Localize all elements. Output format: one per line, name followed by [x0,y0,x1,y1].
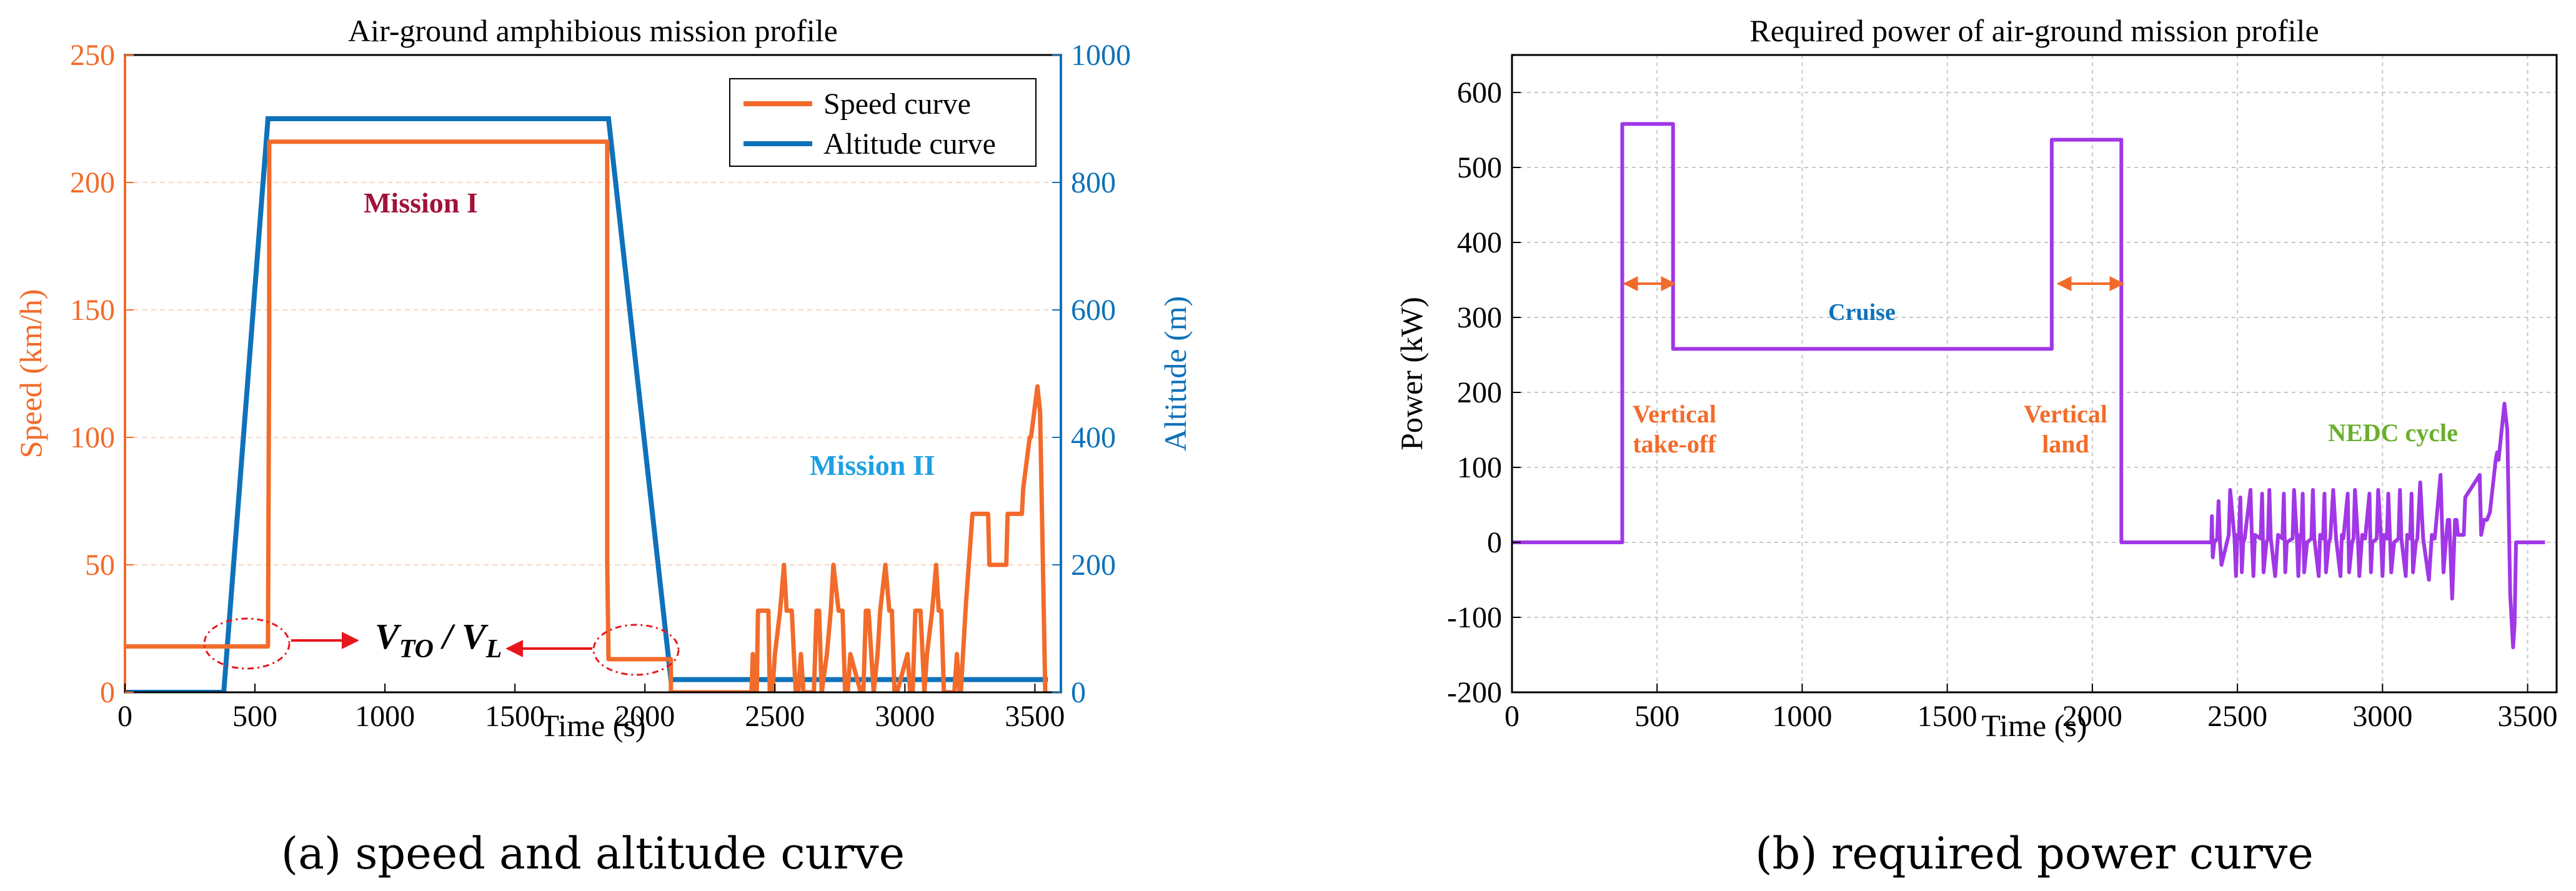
chart-a-series [125,116,1048,692]
chart-b-xtick-label: 500 [1634,700,1679,733]
nedc-label: NEDC cycle [2328,419,2458,447]
chart-b-ytick-label: 300 [1457,301,1502,334]
chart-a-xtick-label: 1500 [485,700,545,733]
vertical-takeoff-label-2: take-off [1633,430,1716,458]
chart-a-ylabel-right: Altitude (m) [1158,296,1193,452]
chart-b-xtick-label: 2500 [2207,700,2267,733]
chart-a-xtick-label: 3000 [875,700,935,733]
chart-a-ytick-left-label: 200 [70,166,115,199]
chart-b-ticks: 0 500 1000 1500 2000 2500 3000 3500 -200 -100 0 100… [1447,76,2558,733]
chart-b-ylabel: Power (kW) [1394,297,1429,450]
vertical-land-label-1: Vertical [2024,400,2107,428]
chart-b-series [1512,122,2546,649]
chart-a-ytick-right-label: 200 [1071,549,1116,582]
chart-a-caption-text: speed and altitude curve [341,828,905,879]
chart-b-caption: (b) required power curve [1755,828,2314,879]
power-curve-line [1512,122,2546,649]
chart-a-xtick-label: 0 [117,700,132,733]
chart-b-ytick-label: -100 [1447,601,1502,634]
chart-b-xtick-label: 2000 [2062,700,2122,733]
chart-b-ytick-label: 100 [1457,451,1502,484]
chart-a-ytick-right-label: 1000 [1071,39,1131,72]
chart-b-xtick-label: 1500 [1917,700,1977,733]
chart-a-legend: Speed curve Altitude curve [729,78,1037,167]
chart-a-ticks: 0 500 1000 1500 2000 2500 3000 3500050100150200… [70,39,1131,733]
chart-a-left-axis-colored [124,55,126,692]
mission-2-label: Mission II [810,449,935,481]
landing-speed-ellipse [592,624,680,676]
chart-b-caption-letter: (b) [1755,828,1817,879]
chart-a-ytick-left-label: 250 [70,39,115,72]
chart-a-ytick-right-label: 0 [1071,676,1086,709]
legend-altitude-label: Altitude curve [823,127,996,161]
chart-a-ytick-right-label: 400 [1071,421,1116,454]
chart-b-axes-box [1511,54,2558,694]
vto-sub: TO [399,635,434,664]
chart-b-xtick-label: 0 [1504,700,1519,733]
chart-b-ytick-label: 400 [1457,226,1502,259]
vto-slash: / [434,616,462,657]
chart-a-ylabel-left: Speed (km/h) [13,289,48,459]
chart-b-grid [1512,55,2557,692]
chart-a: 0 500 1000 1500 2000 2500 3000 3500050100150200… [13,13,1193,879]
legend-speed-label: Speed curve [823,87,971,121]
chart-b-xtick-label: 3000 [2352,700,2412,733]
mission-1-label: Mission I [364,187,478,219]
chart-b-ytick-label: 500 [1457,151,1502,184]
vto-vl-label: VTO / VL [375,616,502,664]
chart-a-caption: (a) speed and altitude curve [281,828,905,879]
chart-a-ytick-left-label: 150 [70,294,115,327]
vertical-takeoff-label-1: Vertical [1633,400,1716,428]
chart-b-ytick-label: 0 [1487,526,1502,559]
chart-a-ytick-left-label: 50 [85,549,115,582]
chart-a-ytick-right-label: 800 [1071,166,1116,199]
chart-b-ytick-label: -200 [1447,676,1502,709]
chart-a-xlabel: Time (s) [540,708,645,743]
chart-b: 0 500 1000 1500 2000 2500 3000 3500 -200 -100 0 100… [1394,13,2558,879]
vl-sub: L [485,635,502,664]
chart-a-xtick-label: 3500 [1005,700,1065,733]
takeoff-speed-ellipse [203,617,291,670]
chart-b-caption-text: required power curve [1818,828,2314,879]
chart-a-xtick-label: 500 [232,700,277,733]
chart-a-ytick-right-label: 600 [1071,294,1116,327]
chart-a-xtick-label: 2500 [745,700,805,733]
legend-box [729,78,1037,167]
chart-a-title: Air-ground amphibious mission profile [348,13,838,48]
chart-b-xlabel: Time (s) [1981,708,2087,743]
chart-a-grid [125,182,1061,565]
chart-a-xtick-label: 1000 [355,700,415,733]
chart-a-caption-letter: (a) [281,828,341,879]
chart-b-title: Required power of air-ground mission pro… [1749,13,2319,48]
vl-main: V [462,616,489,657]
chart-b-ytick-label: 200 [1457,376,1502,409]
chart-a-ytick-left-label: 0 [100,676,115,709]
chart-b-xtick-label: 1000 [1772,700,1832,733]
altitude-curve-line [125,116,1048,692]
chart-a-ytick-left-label: 100 [70,421,115,454]
chart-a-right-axis-colored [1060,55,1062,692]
vto-main: V [375,616,402,657]
chart-b-ytick-label: 600 [1457,76,1502,109]
cruise-label: Cruise [1828,299,1896,326]
chart-a-xtick-label: 2000 [615,700,675,733]
chart-b-xtick-label: 3500 [2498,700,2558,733]
vertical-land-label-2: land [2042,430,2089,458]
speed-curve-line [125,139,1048,692]
